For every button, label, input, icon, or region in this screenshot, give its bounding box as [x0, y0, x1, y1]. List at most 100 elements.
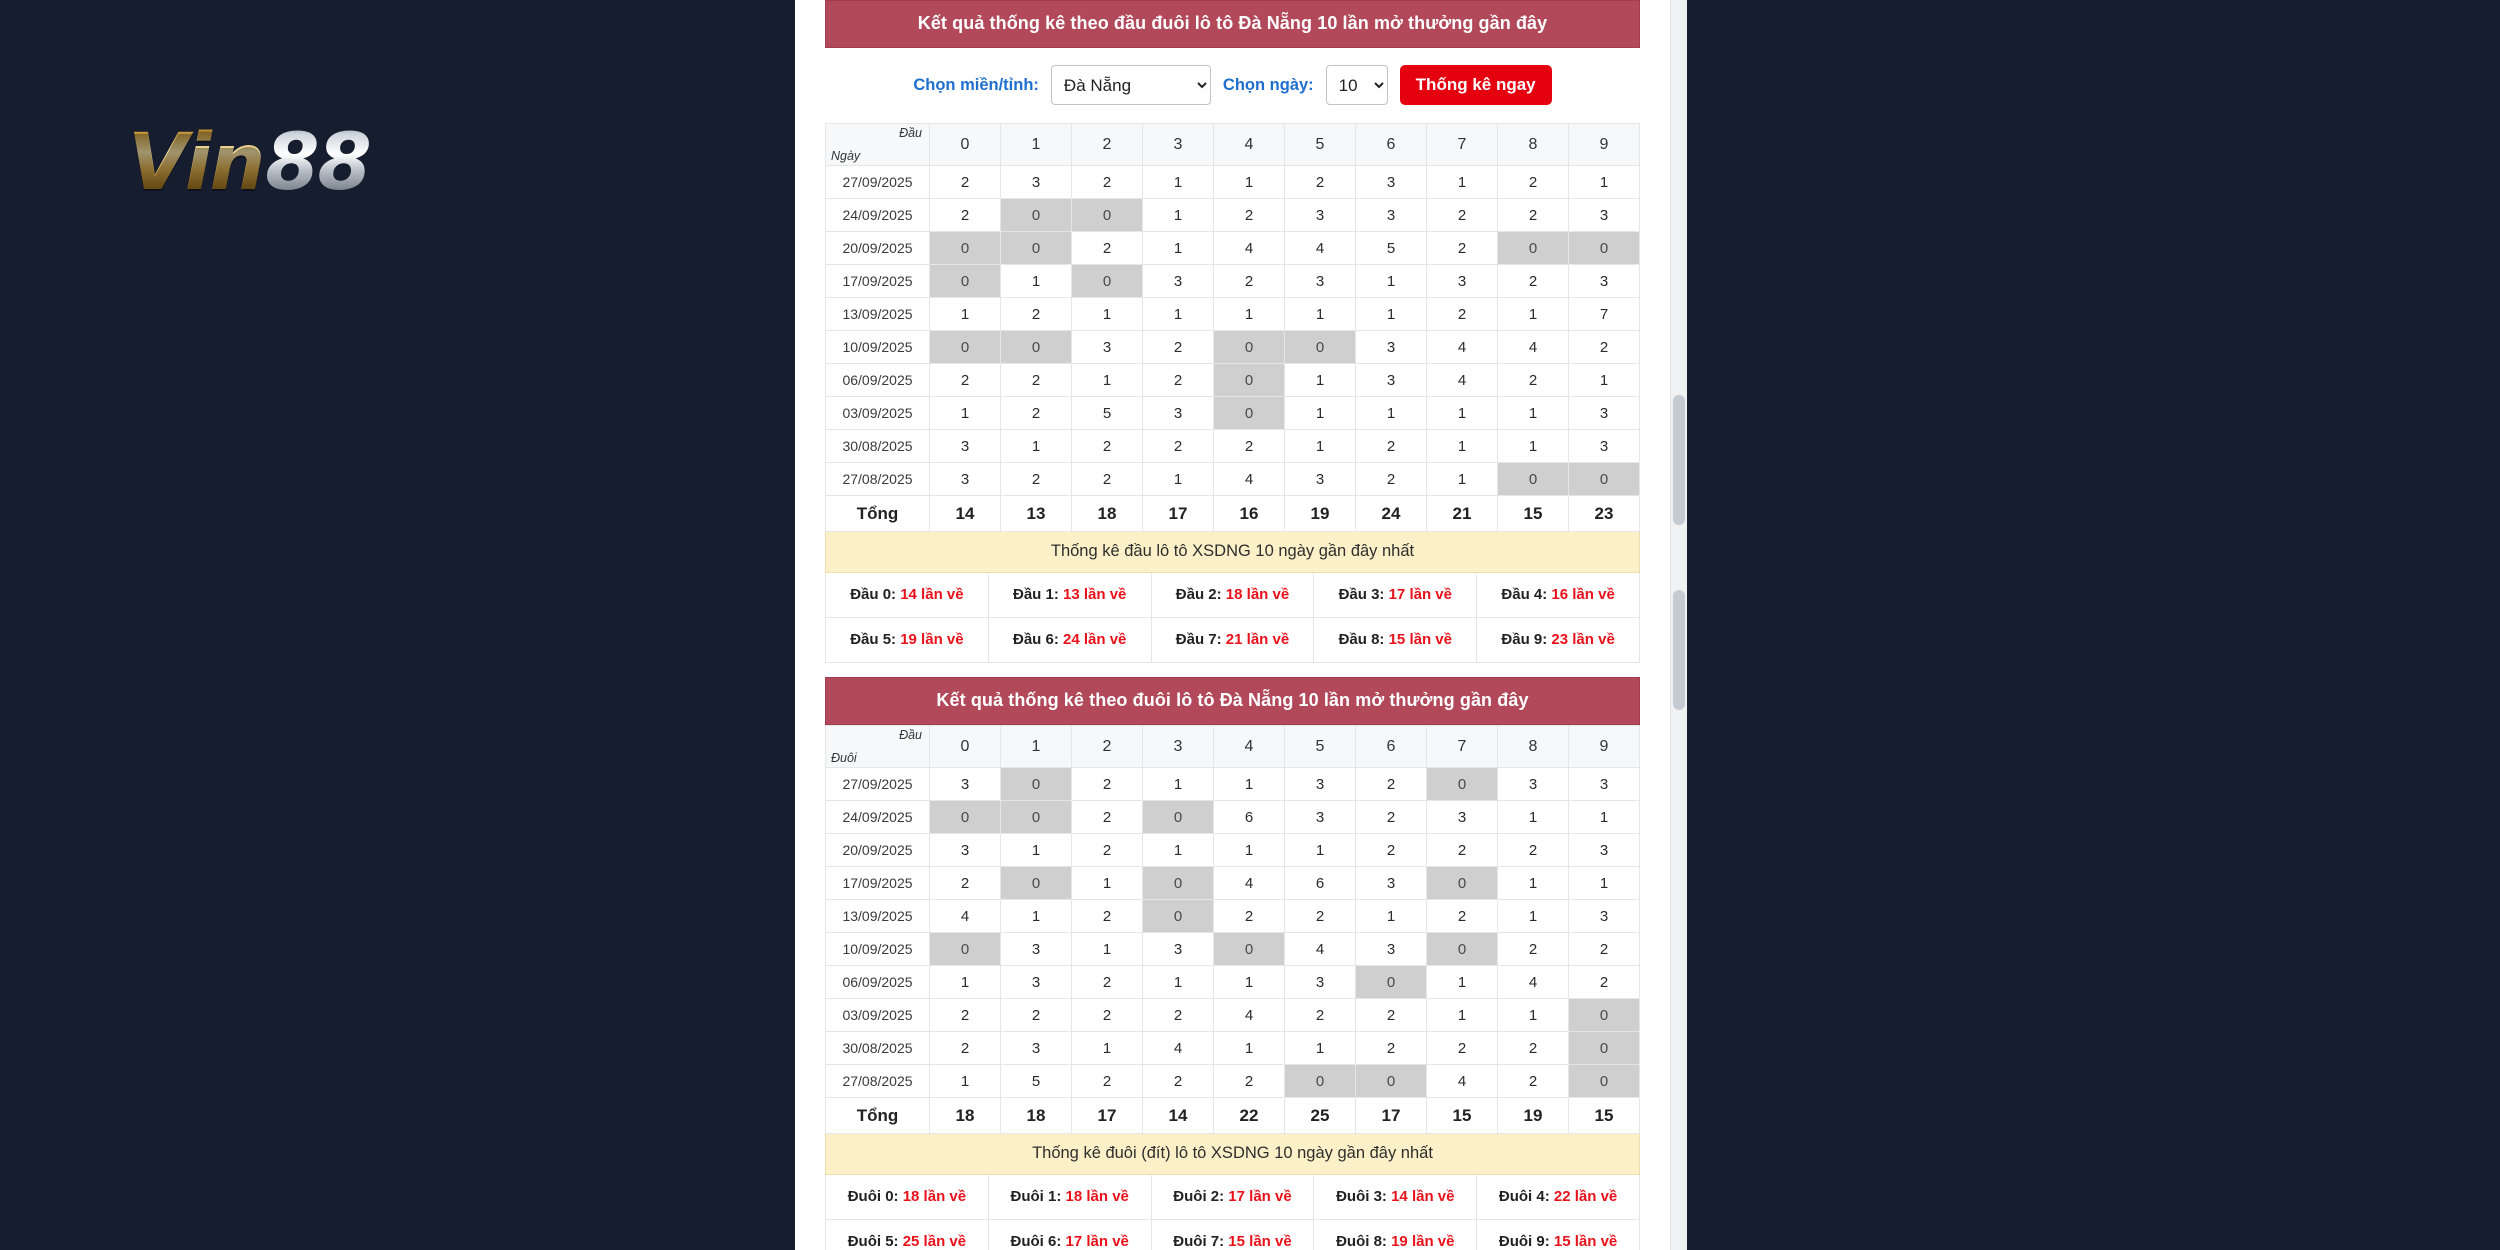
column-header-6: 6 [1355, 123, 1427, 166]
panel-scrollbar-thumb[interactable] [1673, 395, 1685, 525]
summary-label: Đầu 7: [1175, 631, 1226, 648]
row-date: 17/09/2025 [825, 866, 930, 900]
total-value: 15 [1497, 495, 1569, 532]
cell-value: 3 [1568, 767, 1640, 801]
table-row: 03/09/2025 2 2 2 2 4 2 2 1 1 0 [825, 998, 1640, 1032]
table-row: 06/09/2025 2 2 1 2 0 1 3 4 2 1 [825, 363, 1640, 397]
summary-label: Đuôi 4: [1498, 1188, 1554, 1205]
summary-cell: Đuôi 4: 22 lần về [1477, 1175, 1640, 1220]
panel-scrollbar-thumb-secondary[interactable] [1673, 590, 1685, 710]
cell-value: 2 [1142, 330, 1214, 364]
summary-label: Đầu 4: [1501, 586, 1552, 603]
logo-text: Vin88 [128, 124, 372, 202]
cell-value: 1 [929, 965, 1001, 999]
cell-value: 2 [1284, 899, 1356, 933]
cell-value: 1 [1213, 965, 1285, 999]
cell-value: 1 [1142, 297, 1214, 331]
cell-value: 1 [1071, 363, 1143, 397]
summary-count: 17 lần về [1228, 1188, 1292, 1205]
cell-value: 1 [1213, 833, 1285, 867]
summary-label: Đầu 6: [1012, 631, 1063, 648]
corner-top-label: Đầu [899, 728, 922, 742]
cell-value: 2 [1000, 396, 1072, 430]
days-select[interactable]: 10 [1325, 65, 1388, 105]
cell-value: 0 [1000, 767, 1072, 801]
summary-label: Đầu 5: [850, 631, 901, 648]
summary-cell: Đầu 0: 14 lần về [826, 573, 989, 618]
cell-value: 0 [1071, 264, 1143, 298]
summary-label: Đầu 1: [1012, 586, 1063, 603]
table-row: 30/08/2025 3 1 2 2 2 1 2 1 1 3 [825, 429, 1640, 463]
site-logo[interactable]: Vin88 [128, 108, 488, 218]
cell-value: 3 [1426, 800, 1498, 834]
total-value: 21 [1426, 495, 1498, 532]
cell-value: 3 [929, 767, 1001, 801]
submit-statistics-button[interactable]: Thống kê ngay [1399, 65, 1552, 105]
total-value: 17 [1355, 1097, 1427, 1134]
cell-value: 1 [1142, 833, 1214, 867]
row-date: 13/09/2025 [825, 297, 930, 331]
cell-value: 2 [929, 363, 1001, 397]
corner-bottom-label: Đuôi [831, 751, 857, 765]
summary-label: Đầu 2: [1175, 586, 1226, 603]
section-gap [825, 663, 1640, 677]
cell-value: 2 [1355, 767, 1427, 801]
cell-value: 1 [1426, 396, 1498, 430]
cell-value: 3 [1284, 800, 1356, 834]
cell-value: 0 [1071, 198, 1143, 232]
row-date: 20/09/2025 [825, 833, 930, 867]
cell-value: 1 [1213, 767, 1285, 801]
cell-value: 2 [1355, 800, 1427, 834]
cell-value: 0 [1142, 800, 1214, 834]
summary-count: 15 lần về [1388, 631, 1452, 648]
table-row: 20/09/2025 0 0 2 1 4 4 5 2 0 0 [825, 231, 1640, 265]
dau-table-body: 27/09/2025 2 3 2 1 1 2 3 1 2 1 24/09/2025 2 0 0 1 2 3 3 2 2 3… [825, 165, 1640, 532]
summary-cell: Đầu 7: 21 lần về [1151, 618, 1315, 663]
cell-value: 2 [1355, 1031, 1427, 1065]
cell-value: 1 [1000, 429, 1072, 463]
dau-summary-grid: Đầu 0: 14 lần về Đầu 1: 13 lần về Đầu 2: 1… [825, 573, 1640, 663]
cell-value: 0 [1426, 767, 1498, 801]
cell-value: 1 [1142, 767, 1214, 801]
cell-value: 4 [1426, 330, 1498, 364]
cell-value: 2 [1071, 833, 1143, 867]
cell-value: 4 [1284, 932, 1356, 966]
cell-value: 0 [1213, 932, 1285, 966]
summary-cell: Đuôi 6: 17 lần về [988, 1220, 1152, 1250]
cell-value: 0 [929, 800, 1001, 834]
cell-value: 1 [1497, 899, 1569, 933]
table-row: 17/09/2025 2 0 1 0 4 6 3 0 1 1 [825, 866, 1640, 900]
cell-value: 5 [1000, 1064, 1072, 1098]
cell-value: 1 [1355, 396, 1427, 430]
table-row: 27/09/2025 2 3 2 1 1 2 3 1 2 1 [825, 165, 1640, 199]
cell-value: 2 [1142, 429, 1214, 463]
column-header-8: 8 [1497, 725, 1569, 768]
cell-value: 3 [1355, 330, 1427, 364]
cell-value: 3 [1142, 932, 1214, 966]
column-header-9: 9 [1568, 123, 1640, 166]
cell-value: 0 [1213, 396, 1285, 430]
cell-value: 1 [1355, 264, 1427, 298]
cell-value: 2 [1426, 1031, 1498, 1065]
cell-value: 4 [1213, 231, 1285, 265]
cell-value: 2 [1213, 198, 1285, 232]
cell-value: 1 [929, 1064, 1001, 1098]
cell-value: 3 [1355, 932, 1427, 966]
section-duoi-title: Kết quả thống kê theo đuôi lô tô Đà Nẵng… [825, 677, 1640, 725]
table-row: 30/08/2025 2 3 1 4 1 1 2 2 2 0 [825, 1031, 1640, 1065]
summary-label: Đầu 3: [1338, 586, 1389, 603]
cell-value: 0 [1426, 866, 1498, 900]
province-select[interactable]: Đà Nẵng [1050, 65, 1211, 105]
panel-scrollbar-track[interactable] [1670, 0, 1687, 1250]
cell-value: 0 [1000, 231, 1072, 265]
cell-value: 2 [1071, 800, 1143, 834]
total-row: Tổng 14 13 18 17 16 19 24 21 15 23 [825, 495, 1640, 532]
summary-label: Đuôi 5: [847, 1233, 903, 1250]
total-value: 24 [1355, 495, 1427, 532]
column-header-2: 2 [1071, 123, 1143, 166]
summary-count: 13 lần về [1063, 586, 1127, 603]
cell-value: 0 [1355, 1064, 1427, 1098]
cell-value: 0 [1000, 330, 1072, 364]
cell-value: 4 [1213, 866, 1285, 900]
